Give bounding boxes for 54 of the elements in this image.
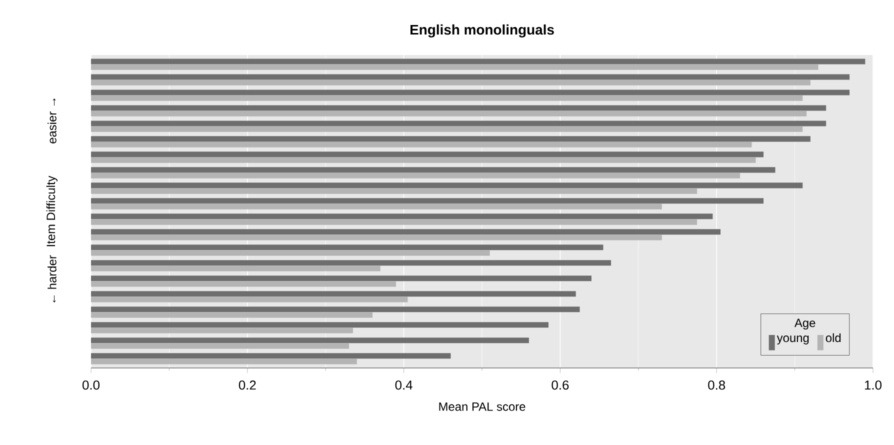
bar <box>91 95 803 101</box>
bar <box>91 126 803 132</box>
bar <box>91 110 807 116</box>
bar <box>91 105 826 111</box>
x-tick-label: 0.4 <box>395 380 412 390</box>
bar <box>91 214 713 220</box>
bar <box>91 250 490 256</box>
bar <box>91 281 396 287</box>
bar <box>91 120 826 126</box>
bar <box>91 291 576 297</box>
x-tick-label: 0.0 <box>82 380 100 390</box>
x-tick-label: 0.2 <box>238 380 256 390</box>
bar <box>91 260 612 266</box>
text: easier → <box>48 98 56 144</box>
x-tick-label: 1.0 <box>864 380 882 390</box>
chart-title: English monolinguals <box>410 24 554 38</box>
bar <box>91 229 721 235</box>
y-axis-title: Item Difficulty <box>46 176 58 246</box>
bar <box>91 296 408 302</box>
bar <box>91 64 818 70</box>
bar <box>91 204 662 210</box>
bar <box>91 157 756 163</box>
bar <box>91 142 752 148</box>
bar <box>91 172 740 178</box>
bar <box>91 244 604 250</box>
bar <box>91 343 350 349</box>
bar <box>91 219 698 225</box>
legend-label: young <box>776 336 809 344</box>
x-axis-title: Mean PAL score <box>439 402 526 411</box>
bar <box>91 136 810 142</box>
bar <box>91 90 850 96</box>
bar <box>91 234 662 240</box>
bar <box>91 276 592 282</box>
legend-title: Age <box>794 318 816 330</box>
bar <box>91 167 776 173</box>
bar <box>91 322 548 328</box>
x-tick-label: 0.6 <box>552 380 569 390</box>
bar <box>91 306 580 312</box>
bar <box>91 152 764 158</box>
bar <box>91 266 380 272</box>
bar <box>91 338 529 344</box>
bar <box>91 312 373 318</box>
bar <box>91 80 810 86</box>
bar <box>91 328 353 334</box>
legend-label: old <box>826 333 841 342</box>
bar <box>91 353 451 359</box>
x-tick-label: 0.8 <box>708 380 726 390</box>
bar <box>91 58 866 64</box>
bar <box>91 74 850 80</box>
text: ← harder <box>48 255 56 302</box>
bar <box>91 358 357 364</box>
bar <box>91 198 764 204</box>
bar <box>91 182 803 188</box>
bar <box>91 188 698 194</box>
